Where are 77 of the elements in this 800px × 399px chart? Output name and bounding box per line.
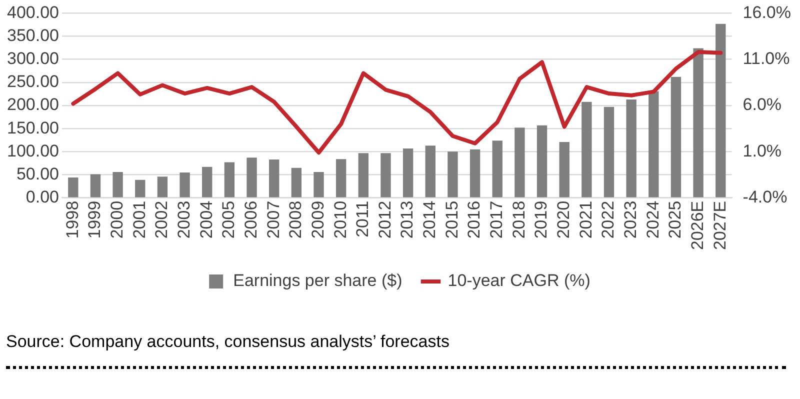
bar	[380, 153, 391, 198]
x-tick-label: 2005	[219, 200, 238, 239]
x-tick-label: 2004	[196, 200, 216, 239]
x-tick-label: 2007	[264, 200, 283, 239]
bar	[670, 76, 682, 198]
y-tick-label: 350.00	[6, 26, 59, 45]
bar	[604, 106, 614, 198]
source-note: Source: Company accounts, consensus analysts’ forecasts	[6, 332, 450, 352]
y-tick-label: 0.00	[26, 188, 59, 207]
x-tick-label: 2021	[576, 200, 596, 239]
x-tick-label: 2010	[330, 200, 350, 239]
y-tick-label: 150.00	[6, 118, 59, 138]
bar	[559, 142, 570, 198]
y2-tick-label: 11.0%	[742, 49, 790, 68]
x-tick-label: 2017	[487, 200, 506, 239]
bar	[112, 172, 123, 198]
bar	[716, 24, 726, 198]
y-tick-label: 200.00	[6, 95, 59, 114]
y-tick-label: 300.00	[6, 49, 59, 68]
x-tick-label: 2013	[398, 200, 417, 239]
bar	[425, 146, 436, 198]
x-tick-label: 2000	[108, 200, 126, 239]
bar	[90, 174, 101, 198]
x-tick-label: 2024	[643, 200, 662, 239]
x-tick-label: 2023	[621, 200, 640, 239]
x-tick-label: 2026E	[688, 200, 707, 250]
y-tick-label: 50.00	[16, 164, 59, 184]
x-tick-label: 2001	[130, 200, 149, 239]
x-tick-label: 2018	[509, 200, 528, 239]
bar	[448, 152, 458, 198]
bar	[314, 172, 324, 198]
bar	[626, 100, 636, 198]
bar	[648, 91, 659, 198]
y2-tick-label: -4.0%	[742, 188, 788, 207]
x-tick-label: 2025	[666, 200, 685, 239]
x-tick-label: 2016	[464, 200, 484, 239]
bar	[693, 48, 704, 198]
x-tick-label: 2022	[598, 200, 618, 239]
legend-label: Earnings per share ($)	[233, 271, 402, 290]
bar	[492, 140, 502, 198]
x-tick-label: 2002	[152, 200, 172, 239]
y2-tick-label: 1.0%	[742, 141, 782, 160]
x-tick-label: 2014	[420, 200, 440, 239]
bar	[536, 125, 548, 198]
bar	[224, 162, 235, 198]
x-tick-label: 2008	[286, 200, 306, 239]
x-tick-label: 2019	[532, 200, 551, 239]
x-tick-label: 2011	[353, 200, 372, 238]
bar	[470, 149, 480, 198]
x-tick-label: 2027E	[710, 200, 730, 250]
y-tick-label: 250.00	[6, 72, 59, 92]
x-tick-label: 1998	[62, 200, 82, 239]
bar	[246, 158, 257, 198]
y2-tick-label: 16.0%	[742, 2, 791, 22]
bar	[180, 172, 190, 198]
legend-label: 10-year CAGR (%)	[448, 271, 590, 290]
y-tick-label: 100.00	[6, 141, 59, 160]
y2-tick-label: 6.0%	[742, 95, 782, 114]
bar	[336, 159, 346, 198]
bar	[582, 102, 592, 198]
bar	[358, 153, 368, 198]
x-tick-label: 2006	[241, 200, 260, 239]
bar	[514, 128, 525, 198]
y-tick-label: 400.00	[6, 2, 59, 22]
bar	[202, 166, 212, 198]
x-tick-label: 2015	[442, 200, 462, 239]
bar	[291, 168, 302, 198]
bar	[157, 176, 168, 198]
bar	[68, 178, 78, 198]
x-tick-label: 2003	[174, 200, 194, 239]
x-tick-label: 2009	[308, 200, 328, 239]
bar	[269, 160, 280, 198]
x-tick-label: 2020	[554, 200, 574, 239]
x-tick-label: 1999	[85, 200, 104, 239]
bar	[135, 180, 146, 198]
bar	[402, 148, 414, 198]
x-tick-label: 2012	[375, 200, 394, 239]
